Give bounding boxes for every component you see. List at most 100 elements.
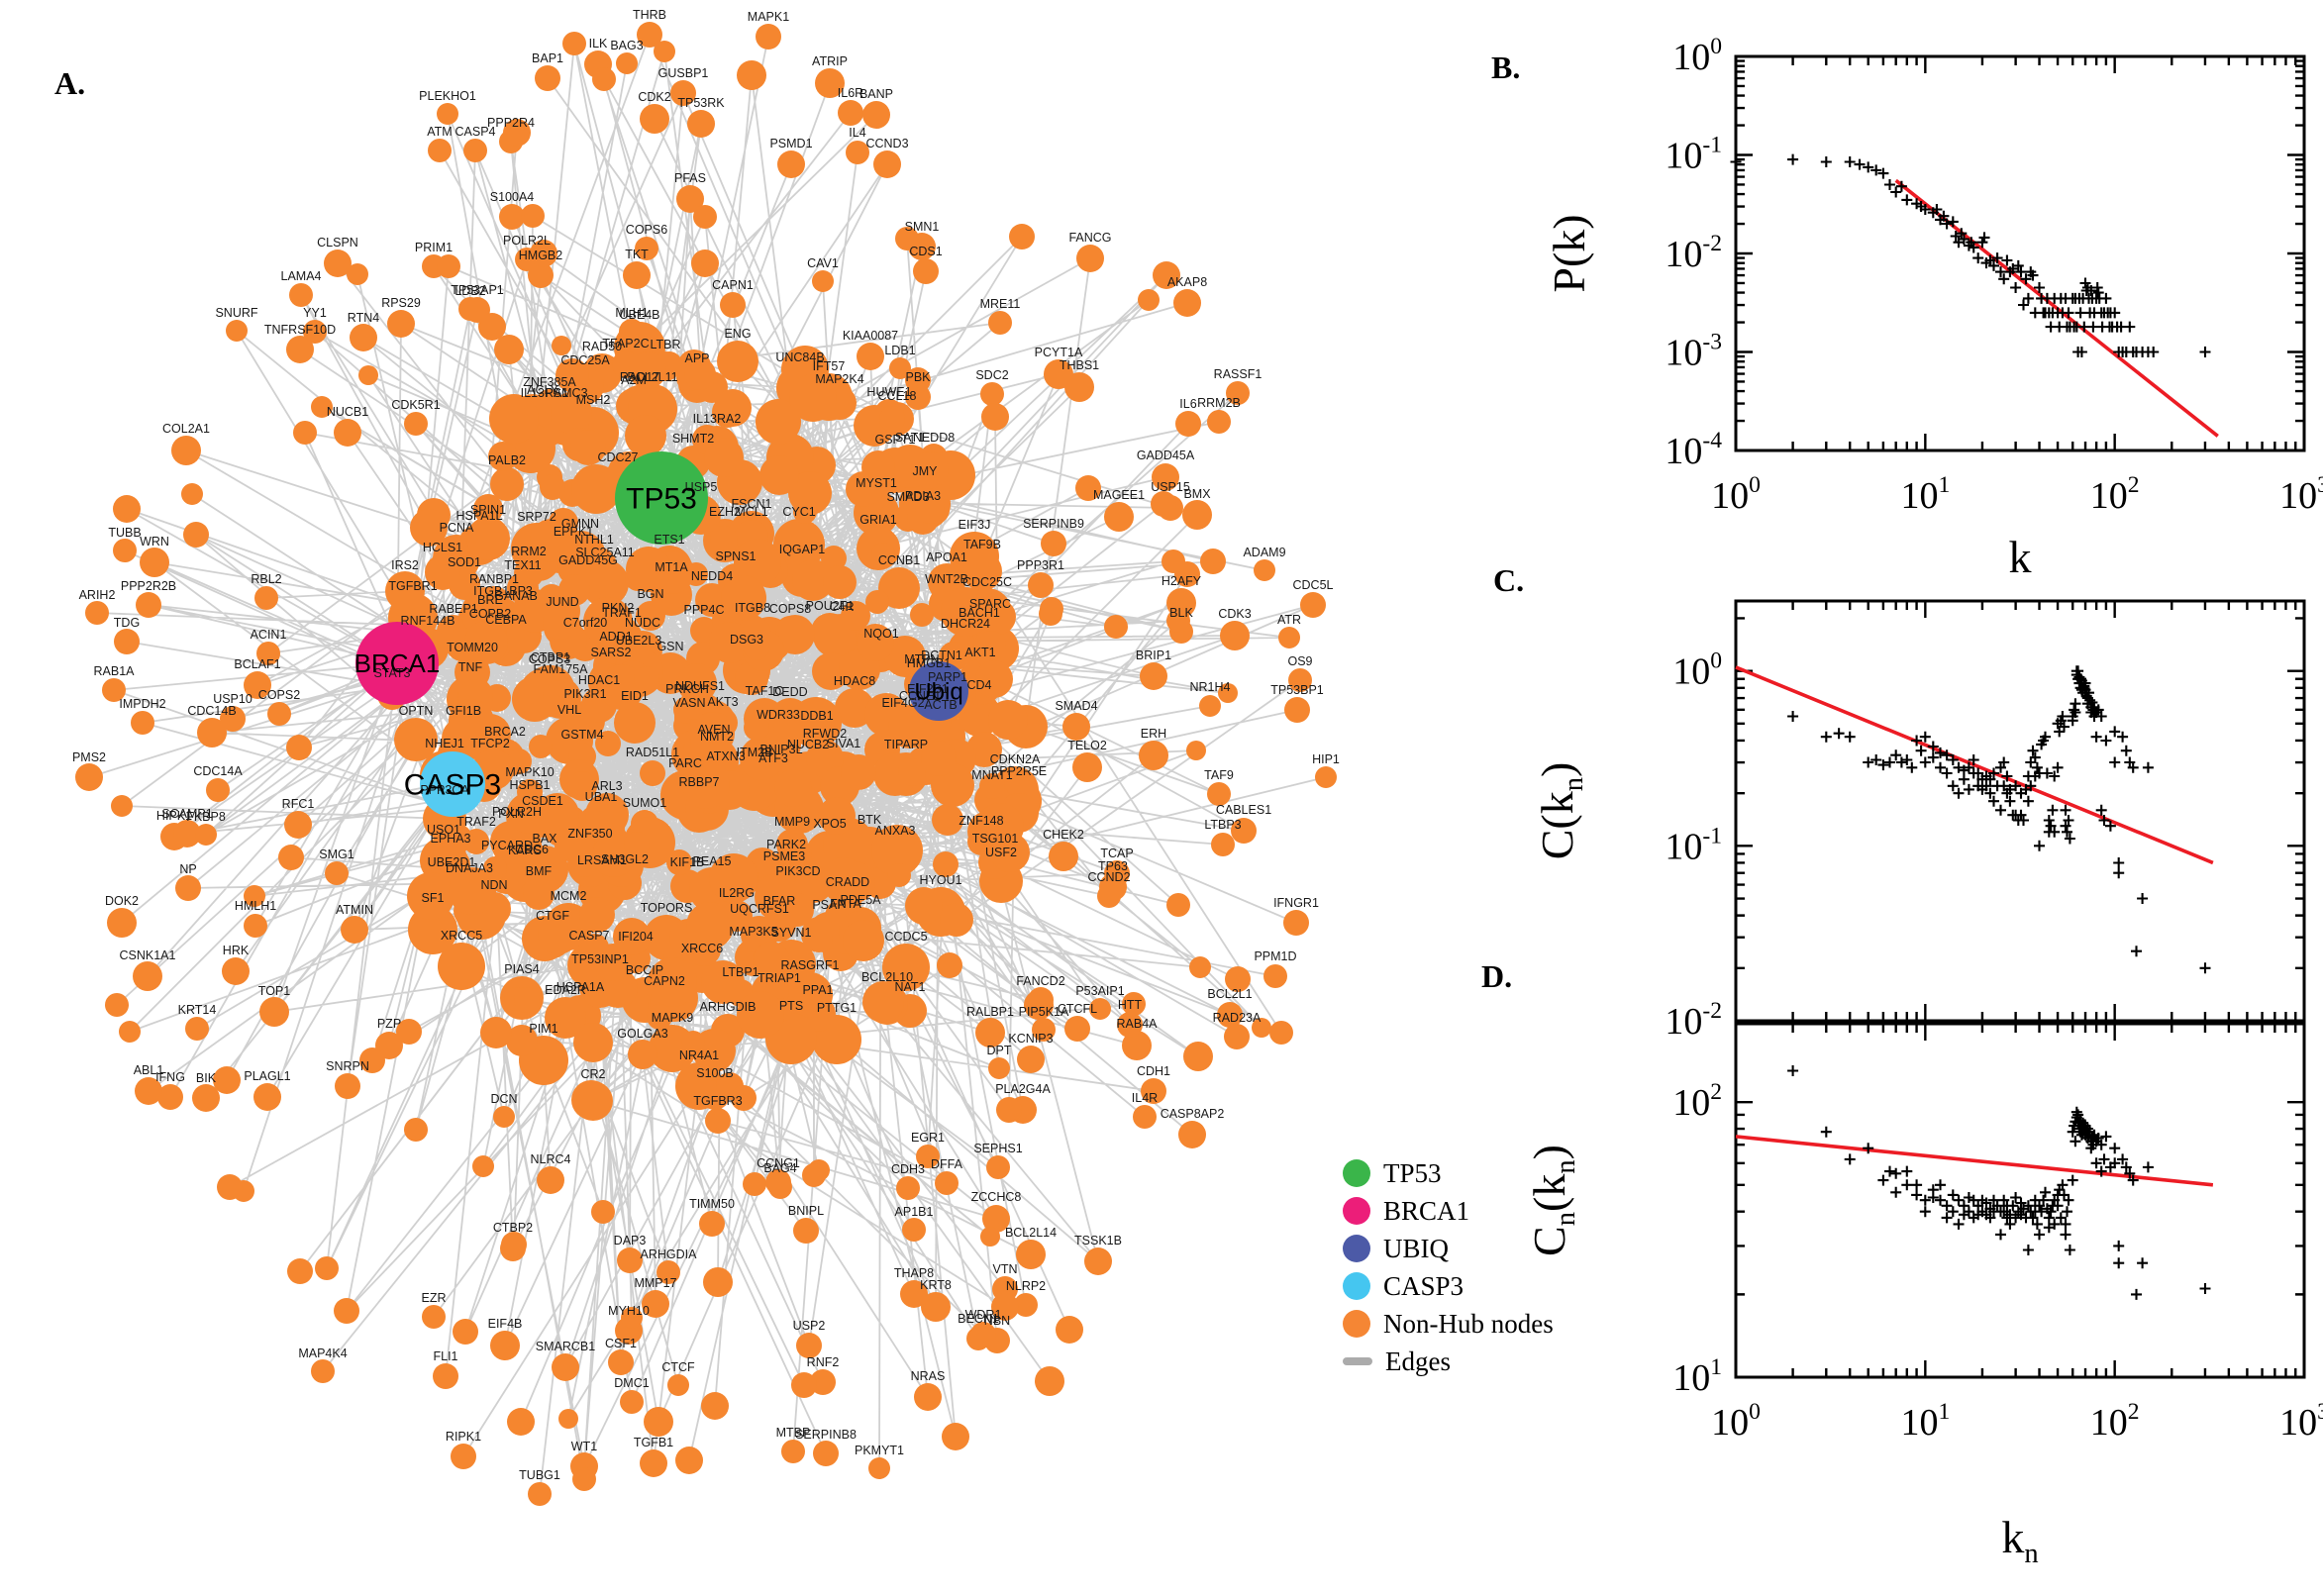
node-label: THAP8 [894,1266,934,1280]
network-node [113,495,141,523]
node-label: BCL2L14 [1005,1226,1057,1240]
network-node [1170,592,1192,614]
network-node [792,559,834,601]
network-node [529,735,553,758]
node-label: IFI204 [618,930,653,944]
network-node [545,997,586,1039]
network-node [813,1441,839,1466]
node-label: FNTA [830,897,861,911]
network-node [768,1175,792,1199]
node-label: THBS1 [1060,358,1099,372]
network-node [347,263,368,285]
node-label: CDC5L [1293,578,1334,592]
network-node [387,310,415,338]
node-label: EPHA3 [431,832,471,846]
network-node [293,421,317,445]
node-label: MAP2K4 [815,372,863,386]
network-node [835,688,874,728]
network-node [648,957,697,1007]
node-label: PIM1 [529,1022,557,1036]
network-node [114,629,140,654]
network-node [1152,463,1179,491]
node-label: LAMA4 [281,269,322,283]
node-label: BCL2L1 [1207,987,1252,1001]
network-node [254,586,278,610]
network-node [581,559,629,607]
node-label: DMC1 [614,1376,649,1390]
network-node [950,532,999,581]
network-node [463,593,491,621]
network-node [244,671,271,699]
node-label: PPP3R1 [1017,558,1064,572]
network-node [113,539,137,562]
node-label: BANP [859,87,893,101]
network-node [616,52,638,74]
network-node [537,1166,564,1194]
network-node [599,664,645,710]
network-node [1076,245,1104,272]
node-label: BFAR [763,894,796,908]
network-node [358,365,378,385]
node-label: NUCB2 [787,738,829,751]
network-node [996,1097,1022,1123]
network-node [981,403,1009,431]
node-label: HIP1 [1312,752,1340,766]
node-label: TSG101 [972,832,1019,846]
node-label: PKMYT1 [855,1444,904,1457]
network-node [1151,491,1176,517]
network-node [701,960,745,1004]
node-label: TIMM50 [689,1197,735,1211]
node-label: NEDD8 [913,431,955,445]
axis-text: 10-1 [1665,823,1722,867]
node-label: TP53RK [677,96,725,110]
network-node [341,916,368,944]
network-node [691,249,719,277]
network-node [552,1353,579,1381]
network-node [478,313,506,341]
network-node [821,857,866,903]
network-node [181,483,203,505]
node-label: IL4R [1132,1091,1158,1105]
node-label: TOPORS [641,901,693,915]
network-node [781,1440,805,1463]
network-node [570,430,606,465]
node-label: CSF1 [605,1337,637,1350]
node-label: CDC6 [515,843,549,856]
node-label: CTBP2 [493,1221,533,1235]
network-node [131,711,154,735]
node-label: RAD50 [582,340,622,353]
network-node [359,1047,385,1073]
node-label: RIPK1 [446,1430,481,1444]
network-node [311,1359,335,1383]
node-label: TP53AP1 [451,283,504,297]
node-label: HSPB1 [510,778,551,792]
network-node [624,832,650,857]
node-label: THRB [633,8,666,22]
node-label: EIF4B [488,1317,523,1331]
node-label: IL4 [849,126,865,140]
node-label: BAG4 [763,1161,796,1175]
network-node [686,902,734,949]
node-label: NUCB1 [327,405,368,419]
node-label: ZCCHC8 [971,1190,1022,1204]
network-node [573,1023,613,1062]
network-node [818,797,856,835]
node-label: C7orf20 [563,616,608,630]
node-label: NR1H4 [1190,680,1231,694]
network-node [1075,475,1101,501]
network-node [1062,713,1090,741]
node-label: ILK [589,37,608,50]
network-node [136,592,161,618]
network-node [759,455,799,495]
network-node [862,101,890,129]
legend-label-edges: Edges [1385,1346,1451,1376]
node-label: PPP2R5E [991,764,1047,778]
network-node [1162,549,1185,573]
network-node [821,546,847,571]
network-node [558,1409,578,1429]
node-label: IL6 [1179,397,1196,411]
node-label: EGR1 [911,1131,945,1145]
hub-label-ubiq: Ubiq [914,678,962,705]
network-node [709,853,758,903]
node-label: NMT2 [700,730,734,744]
